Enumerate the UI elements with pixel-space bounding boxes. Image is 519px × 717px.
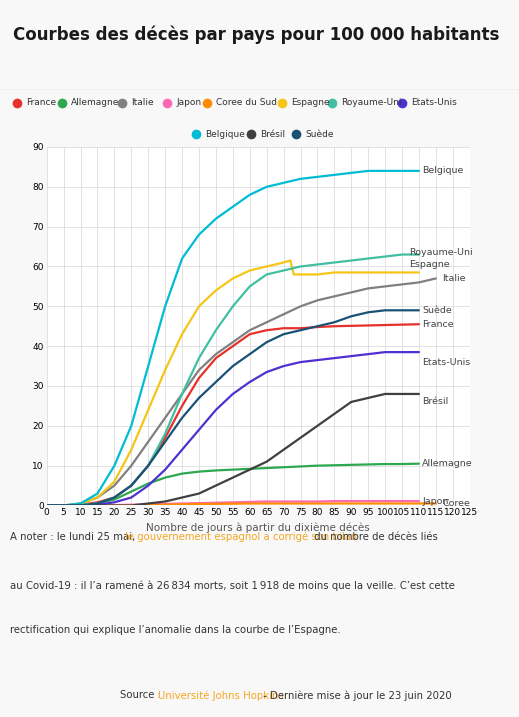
Text: du nombre de décès liés: du nombre de décès liés [311,532,438,542]
Text: Italie: Italie [131,98,154,108]
Text: Brésil: Brésil [422,397,448,407]
Text: A noter : le lundi 25 mai,: A noter : le lundi 25 mai, [10,532,139,542]
Text: au Covid-19 : il l’a ramené à 26 834 morts, soit 1 918 de moins que la veille. C: au Covid-19 : il l’a ramené à 26 834 mor… [10,580,455,591]
Text: Belgique: Belgique [422,166,463,176]
Text: - Dernière mise à jour le 23 juin 2020: - Dernière mise à jour le 23 juin 2020 [260,690,452,701]
Text: Espagne: Espagne [291,98,330,108]
Text: Etats-Unis: Etats-Unis [422,358,471,366]
Text: Université Johns Hopkins: Université Johns Hopkins [158,690,284,701]
Text: Courbes des décès par pays pour 100 000 habitants: Courbes des décès par pays pour 100 000 … [13,25,499,44]
Text: Allemagne: Allemagne [422,459,473,468]
Text: Italie: Italie [443,274,466,283]
Text: rectification qui explique l’anomalie dans la courbe de l’Espagne.: rectification qui explique l’anomalie da… [10,625,341,635]
Text: Belgique: Belgique [205,130,245,138]
Text: Etats-Unis: Etats-Unis [411,98,457,108]
X-axis label: Nombre de jours à partir du dixième décès: Nombre de jours à partir du dixième décè… [146,523,370,533]
Text: France: France [422,320,454,328]
Text: Coree: Coree [443,500,471,508]
Text: Espagne: Espagne [409,260,449,269]
Text: Brésil: Brésil [260,130,285,138]
Text: Allemagne: Allemagne [71,98,119,108]
Text: le gouvernement espagnol a corrigé son bilan: le gouvernement espagnol a corrigé son b… [125,532,357,542]
Text: Source :: Source : [120,690,164,701]
Text: Japon: Japon [422,498,449,506]
Text: France: France [26,98,56,108]
Text: Japon: Japon [176,98,201,108]
Text: Coree du Sud: Coree du Sud [216,98,278,108]
Text: Suède: Suède [305,130,334,138]
Text: Royaume-Uni: Royaume-Uni [342,98,402,108]
Text: Royaume-Uni: Royaume-Uni [409,248,472,257]
Text: Suède: Suède [422,306,452,315]
